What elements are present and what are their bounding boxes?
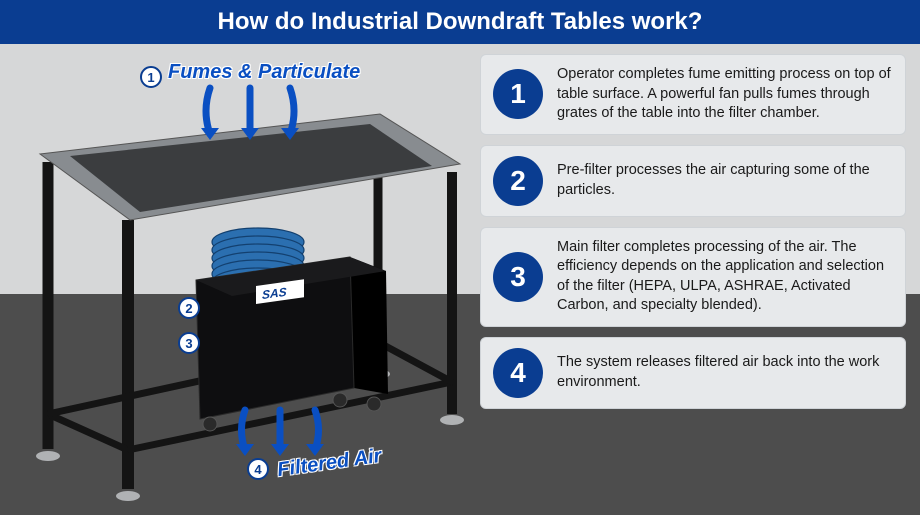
step-text: Operator completes fume emitting process… [557,65,893,124]
step-card: 4 The system releases filtered air back … [480,337,906,409]
body: SAS 1 Fumes & Particulate 2 3 4 Filtered… [0,44,920,515]
callout-badge-3: 3 [178,332,200,354]
title-text: How do Industrial Downdraft Tables work? [218,8,703,36]
callout-badge-2: 2 [178,297,200,319]
step-number-badge: 3 [493,252,543,302]
page-title: How do Industrial Downdraft Tables work? [0,0,920,44]
step-card: 2 Pre-filter processes the air capturing… [480,145,906,217]
callout-badge-4: 4 [247,458,269,480]
step-text: The system releases filtered air back in… [557,353,893,392]
step-number-badge: 2 [493,156,543,206]
step-text: Pre-filter processes the air capturing s… [557,161,893,200]
step-number-badge: 1 [493,69,543,119]
callout-badge-1: 1 [140,66,162,88]
step-text: Main filter completes processing of the … [557,238,893,316]
step-card: 3 Main filter completes processing of th… [480,227,906,327]
table-illustration: SAS [0,44,480,515]
callout-label-fumes: Fumes & Particulate [168,61,360,84]
step-card: 1 Operator completes fume emitting proce… [480,54,906,135]
illustration-panel: SAS 1 Fumes & Particulate 2 3 4 Filtered… [0,44,480,515]
steps-panel: 1 Operator completes fume emitting proce… [480,44,920,515]
step-number-badge: 4 [493,348,543,398]
